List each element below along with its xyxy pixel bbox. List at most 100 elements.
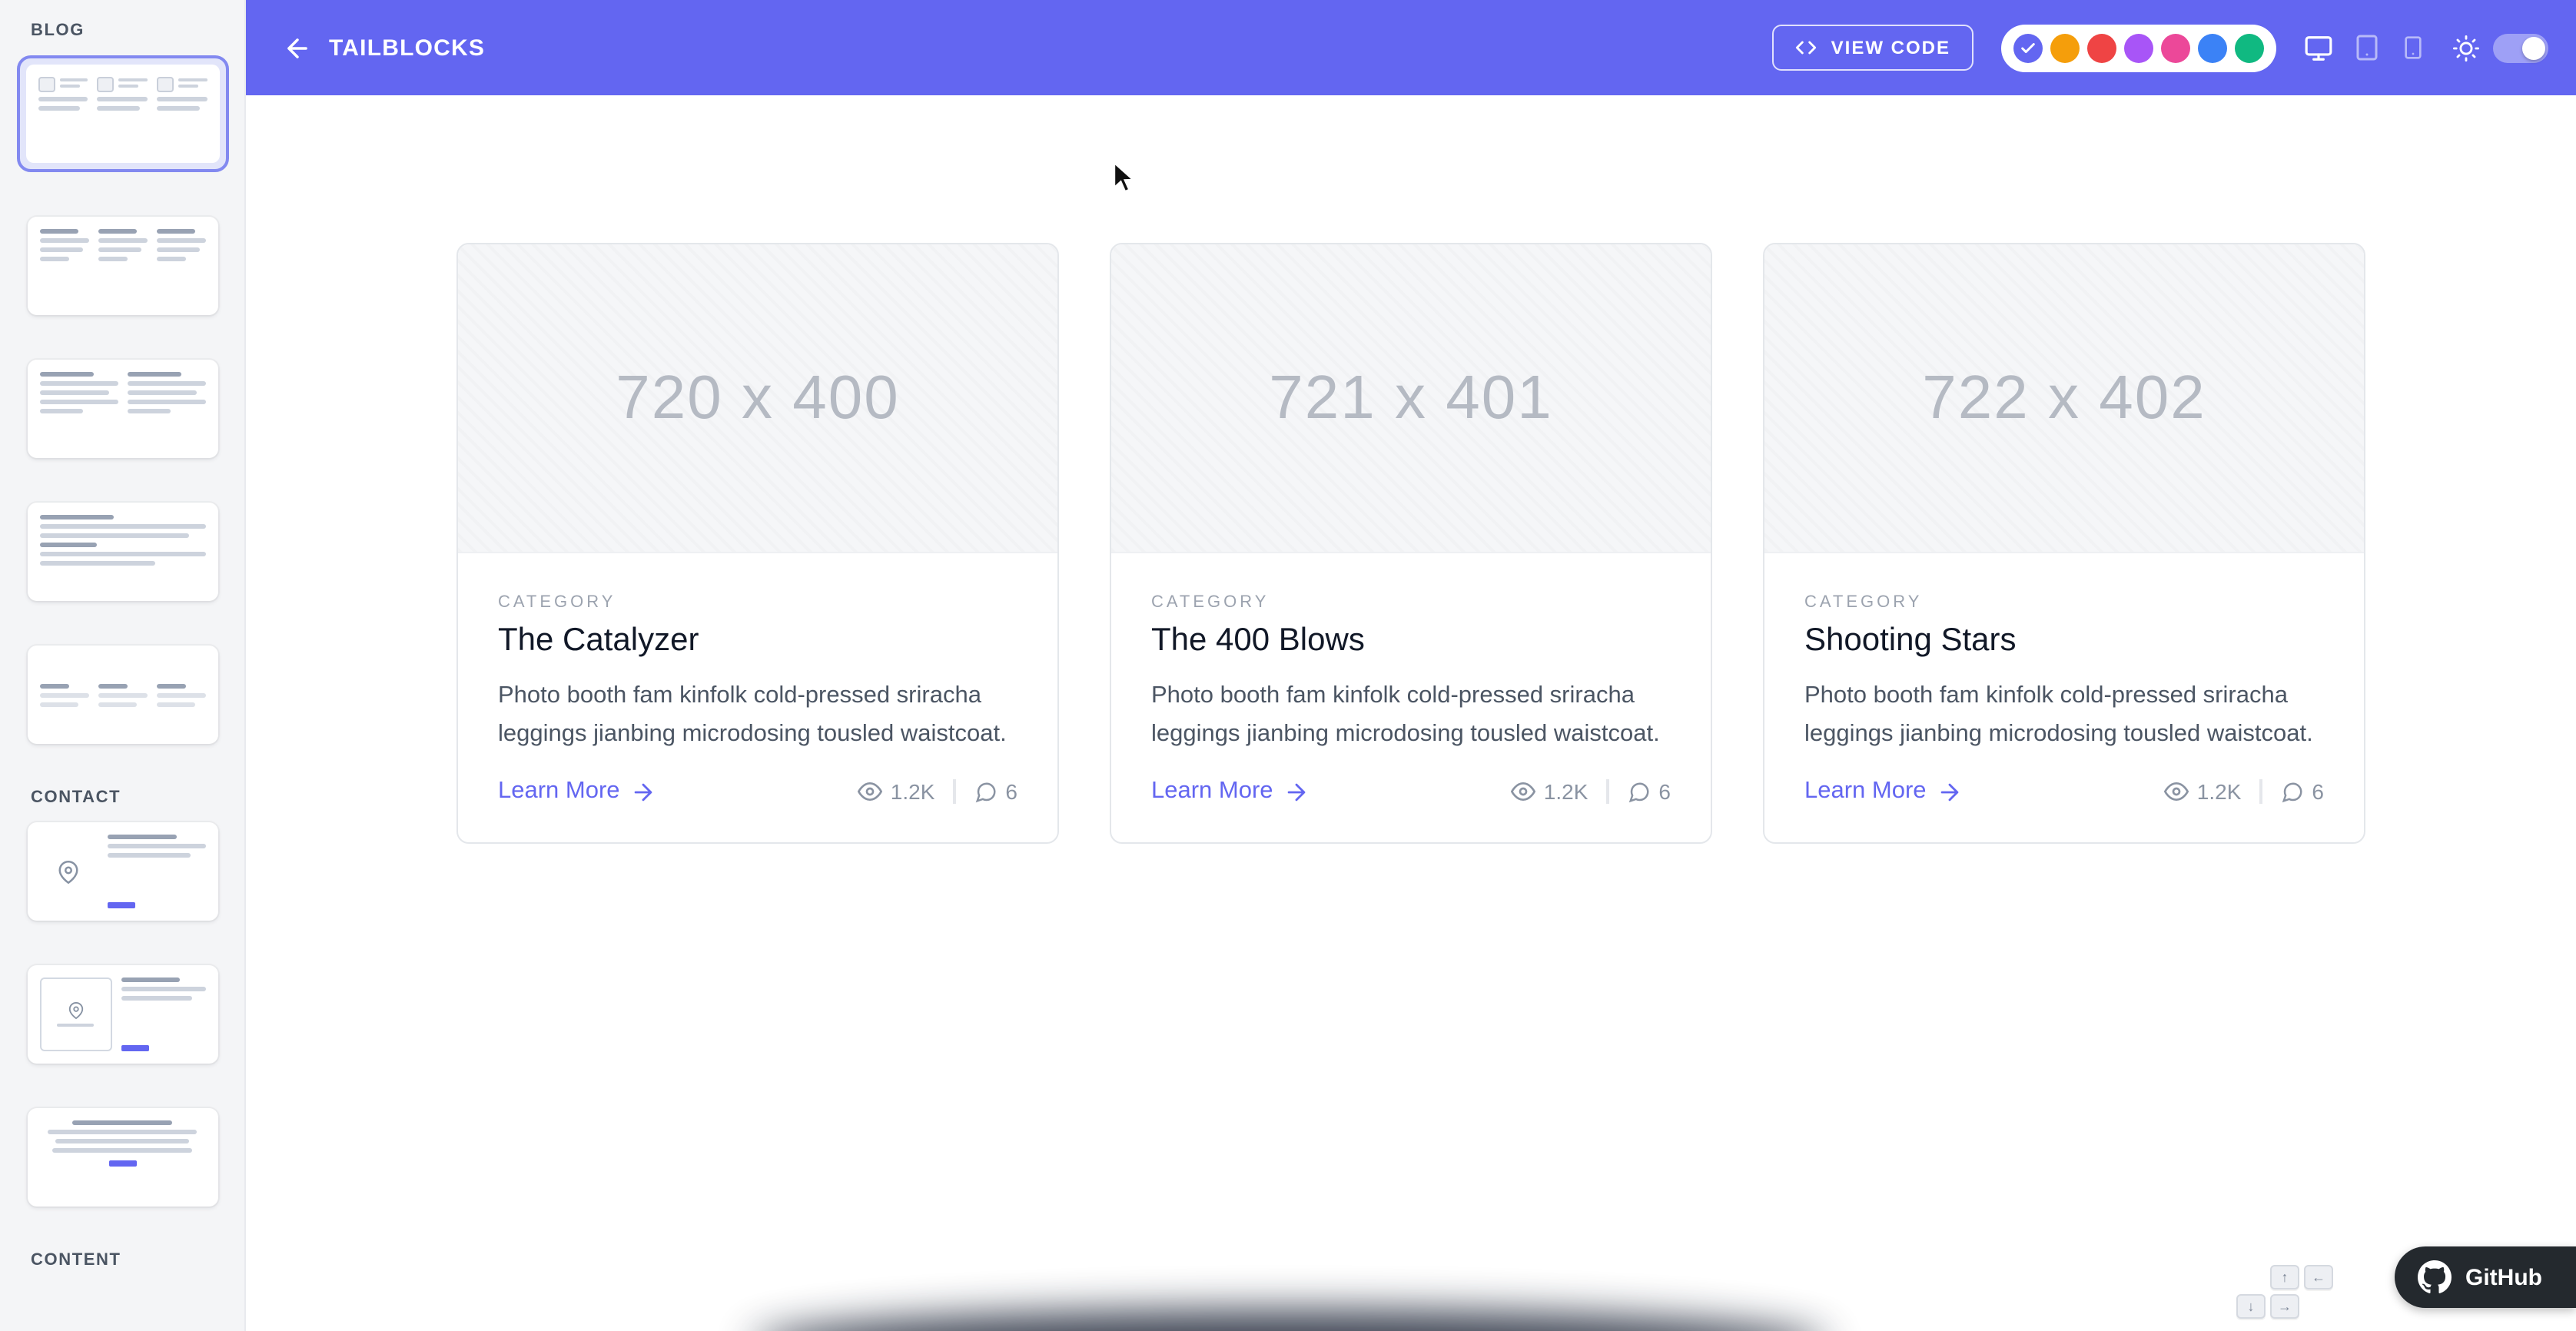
comment-icon [2282, 782, 2302, 802]
mobile-view-button[interactable] [2401, 35, 2425, 60]
arrow-left-icon [287, 38, 307, 58]
views-count: 1.2K [2164, 779, 2263, 805]
blog-card: 721 x 401 CATEGORY The 400 Blows Photo b… [1110, 243, 1712, 845]
placeholder-size-label: 720 x 400 [616, 363, 900, 431]
eye-icon [858, 782, 883, 802]
comment-icon [1629, 782, 1649, 802]
views-value: 1.2K [2196, 779, 2242, 805]
sidebar-section-blog: BLOG [31, 22, 85, 40]
nav-left-key[interactable]: ← [2304, 1265, 2333, 1290]
wireframe-3col [38, 77, 207, 151]
placeholder-size-label: 721 x 401 [1269, 363, 1553, 431]
right-pane: TAILBLOCKS VIEW CODE [246, 0, 2576, 1331]
learn-more-link[interactable]: Learn More [498, 778, 657, 805]
card-description: Photo booth fam kinfolk cold-pressed sri… [1804, 682, 2313, 748]
card-footer: Learn More 1.2K 6 [1804, 778, 2324, 805]
wireframe-3col-sparse [39, 658, 205, 732]
comments-count: 6 [2281, 779, 2324, 804]
card-body: CATEGORY Shooting Stars Photo booth fam … [1764, 553, 2364, 842]
sidebar-thumbnail-blog-5[interactable] [27, 646, 217, 744]
nav-right-key[interactable]: → [2270, 1294, 2299, 1319]
card-description: Photo booth fam kinfolk cold-pressed sri… [1151, 682, 1660, 748]
map-pin-icon [39, 835, 99, 908]
toggle-knob [2522, 36, 2545, 59]
theme-color-red[interactable] [2087, 33, 2116, 62]
sidebar-thumbnail-contact-1[interactable] [27, 822, 217, 921]
blog-cards-row: 720 x 400 CATEGORY The Catalyzer Photo b… [246, 243, 2576, 845]
card-title: Shooting Stars [1804, 622, 2017, 658]
arrow-right-icon [635, 783, 652, 801]
views-value: 1.2K [1543, 779, 1588, 805]
wireframe-2col-text [39, 372, 205, 446]
views-count: 1.2K [858, 779, 957, 805]
github-button[interactable]: GitHub [2395, 1246, 2576, 1308]
arrow-right-icon [1941, 783, 1959, 801]
eye-icon [2164, 782, 2189, 802]
theme-color-blue[interactable] [2198, 33, 2227, 62]
desktop-view-button[interactable] [2304, 33, 2333, 62]
card-meta: 1.2K 6 [858, 779, 1017, 805]
sun-icon [2453, 35, 2479, 61]
views-value: 1.2K [890, 779, 935, 805]
view-code-button[interactable]: VIEW CODE [1772, 25, 1973, 71]
wireframe-3col-text [39, 229, 205, 303]
dark-mode-control [2453, 33, 2548, 62]
theme-color-picker [2001, 24, 2276, 71]
block-sidebar: BLOG [0, 0, 246, 1331]
check-icon [2021, 42, 2035, 53]
learn-more-link[interactable]: Learn More [1804, 778, 1964, 805]
sidebar-thumbnail-blog-3[interactable] [27, 360, 217, 458]
nav-up-key[interactable]: ↑ [2270, 1265, 2299, 1290]
views-count: 1.2K [1511, 779, 1610, 805]
theme-color-green[interactable] [2235, 33, 2264, 62]
category-label: CATEGORY [1151, 593, 1270, 612]
sidebar-thumbnail-blog-1-selected[interactable] [16, 55, 228, 172]
nav-down-key[interactable]: ↓ [2236, 1294, 2266, 1319]
map-pin-icon [39, 978, 113, 1051]
comments-count: 6 [974, 779, 1017, 804]
learn-more-label: Learn More [1151, 778, 1273, 805]
tablet-icon [2356, 35, 2378, 61]
app-title: TAILBLOCKS [329, 35, 486, 61]
code-icon [1796, 41, 1817, 55]
comment-icon [976, 782, 996, 802]
blog-card: 722 x 402 CATEGORY Shooting Stars Photo … [1763, 243, 2365, 845]
view-code-label: VIEW CODE [1831, 37, 1950, 58]
preview-canvas: 720 x 400 CATEGORY The Catalyzer Photo b… [246, 95, 2576, 1331]
back-button[interactable] [277, 28, 317, 68]
card-title: The 400 Blows [1151, 622, 1365, 658]
learn-more-label: Learn More [498, 778, 620, 805]
sidebar-thumbnail-blog-2[interactable] [27, 217, 217, 315]
theme-color-purple[interactable] [2124, 33, 2153, 62]
card-footer: Learn More 1.2K 6 [498, 778, 1017, 805]
keyboard-nav-hint: ↑ ← ↓ → [2236, 1265, 2333, 1319]
card-description: Photo booth fam kinfolk cold-pressed sri… [498, 682, 1007, 748]
github-icon [2418, 1260, 2452, 1293]
tablet-view-button[interactable] [2353, 34, 2381, 61]
sidebar-thumbnail-blog-4[interactable] [27, 503, 217, 601]
header-controls: VIEW CODE [1772, 24, 2548, 71]
theme-color-pink[interactable] [2161, 33, 2190, 62]
dark-mode-toggle[interactable] [2493, 33, 2548, 62]
card-meta: 1.2K 6 [1511, 779, 1671, 805]
wireframe-list-rows [39, 515, 205, 589]
comments-value: 6 [1658, 779, 1671, 805]
comments-count: 6 [1628, 779, 1671, 804]
card-title: The Catalyzer [498, 622, 699, 658]
placeholder-size-label: 722 x 402 [1922, 363, 2206, 431]
theme-color-indigo[interactable] [2013, 33, 2043, 62]
learn-more-link[interactable]: Learn More [1151, 778, 1310, 805]
sidebar-thumbnail-contact-3[interactable] [27, 1108, 217, 1207]
theme-color-yellow[interactable] [2050, 33, 2080, 62]
arrow-right-icon [1288, 783, 1306, 801]
category-label: CATEGORY [1804, 593, 1923, 612]
wireframe-map-form [39, 835, 205, 908]
comments-value: 6 [1005, 779, 1017, 805]
sidebar-section-content: CONTENT [31, 1251, 121, 1270]
smartphone-icon [2405, 36, 2422, 59]
category-label: CATEGORY [498, 593, 616, 612]
comments-value: 6 [2312, 779, 2324, 805]
eye-icon [1511, 782, 1536, 802]
placeholder-image: 721 x 401 [1111, 244, 1711, 553]
sidebar-thumbnail-contact-2[interactable] [27, 965, 217, 1064]
